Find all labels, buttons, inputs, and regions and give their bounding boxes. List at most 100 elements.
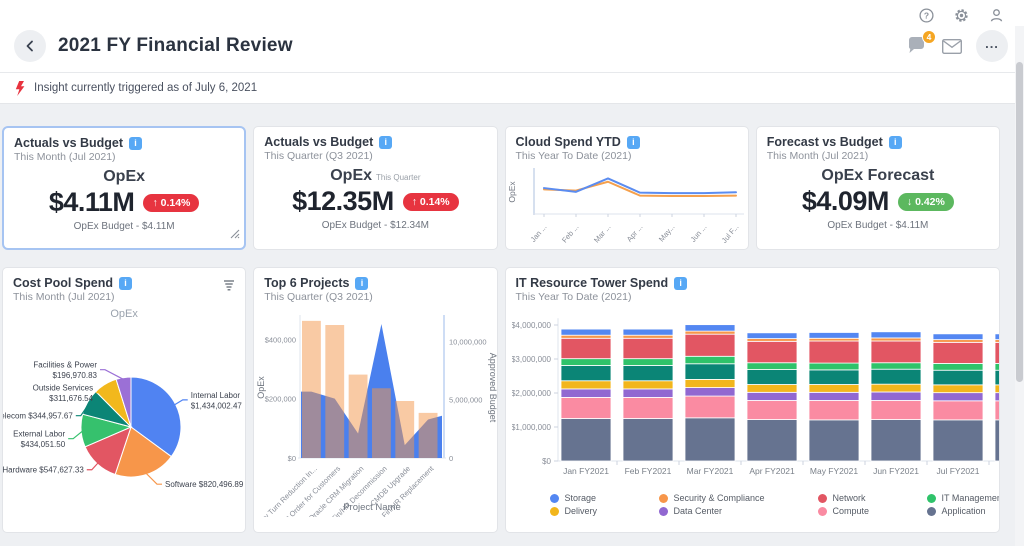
svg-text:OpEx: OpEx: [507, 181, 517, 203]
legend-color-dot: [926, 493, 936, 503]
info-icon[interactable]: i: [355, 276, 369, 290]
card-it-resource-tower-spend[interactable]: IT Resource Tower Spend i This Year To Da…: [504, 267, 1000, 533]
card-subtitle: This Year To Date (2021): [515, 291, 632, 303]
kpi-metric-label: OpEx: [330, 167, 373, 184]
scrollbar-track[interactable]: [1015, 26, 1024, 546]
svg-text:5,000,000: 5,000,000: [449, 396, 482, 405]
kpi-footer: OpEx Budget - $4.11M: [73, 221, 175, 232]
svg-text:$1,000,000: $1,000,000: [512, 423, 552, 432]
resize-handle[interactable]: [230, 226, 240, 244]
kpi-metric-label: OpEx: [103, 168, 146, 185]
card-title: Actuals vs Budget: [264, 135, 374, 149]
svg-text:Facilities & Power$196,970.83: Facilities & Power $196,970.83: [33, 361, 97, 381]
svg-text:$200,000: $200,000: [265, 395, 296, 404]
legend-label: Application: [941, 506, 986, 516]
svg-text:Feb FY2021: Feb FY2021: [624, 466, 671, 476]
card-cost-pool-spend[interactable]: Cost Pool Spend i This Month (Jul 2021) O…: [2, 267, 247, 533]
card-title: Forecast vs Budget: [766, 135, 883, 149]
insight-bolt-icon: [15, 80, 25, 96]
legend-item[interactable]: Security & Compliance: [658, 493, 814, 503]
svg-text:0: 0: [449, 454, 453, 463]
card-subtitle: This Month (Jul 2021): [14, 151, 116, 163]
card-top-6-projects[interactable]: Top 6 Projects i This Quarter (Q3 2021) $…: [253, 267, 498, 533]
card-subtitle: This Month (Jul 2021): [766, 150, 869, 162]
insight-banner: Insight currently triggered as of July 6…: [0, 72, 1024, 104]
back-button[interactable]: [14, 30, 46, 62]
legend-item[interactable]: IT Management: [926, 493, 999, 503]
legend-item[interactable]: Data Center: [658, 506, 814, 516]
card-subtitle: This Quarter (Q3 2021): [264, 150, 373, 162]
card-cloud-spend-ytd[interactable]: Cloud Spend YTD i This Year To Date (2021…: [504, 126, 749, 250]
info-icon[interactable]: i: [379, 135, 393, 149]
card-forecast-vs-budget[interactable]: Forecast vs Budget i This Month (Jul 2021…: [755, 126, 1000, 250]
svg-text:May...: May...: [656, 223, 676, 244]
mail-icon[interactable]: [942, 38, 962, 54]
svg-text:Apr ...: Apr ...: [624, 223, 644, 244]
kpi-metric-label: OpEx Forecast: [821, 167, 935, 184]
svg-text:Mar ...: Mar ...: [591, 223, 612, 245]
legend-item[interactable]: Storage: [549, 493, 655, 503]
svg-text:Feb ...: Feb ...: [559, 223, 580, 245]
more-options-button[interactable]: ...: [976, 30, 1008, 62]
legend-label: Security & Compliance: [673, 493, 765, 503]
card-title: Actuals vs Budget: [14, 136, 124, 150]
info-icon[interactable]: i: [626, 135, 640, 149]
legend-label: Storage: [564, 493, 597, 503]
settings-gear-icon[interactable]: [954, 8, 969, 23]
svg-text:External Labor$434,051.50: External Labor $434,051.50: [13, 430, 66, 450]
card-actuals-vs-budget-quarter[interactable]: Actuals vs Budget i This Quarter (Q3 2021…: [253, 126, 498, 250]
legend-item[interactable]: Compute: [817, 506, 923, 516]
svg-text:Mar FY2021: Mar FY2021: [686, 466, 733, 476]
kpi-value: $4.11M: [48, 187, 135, 217]
legend-item[interactable]: Application: [926, 506, 1000, 516]
info-icon[interactable]: i: [129, 136, 143, 150]
card-title: Top 6 Projects: [264, 276, 350, 290]
info-icon[interactable]: i: [119, 276, 132, 290]
svg-text:$2,000,000: $2,000,000: [512, 389, 552, 398]
legend-color-dot: [817, 506, 827, 516]
comments-button[interactable]: 4: [907, 29, 936, 56]
info-icon[interactable]: i: [888, 135, 902, 149]
legend-item[interactable]: Delivery: [549, 506, 655, 516]
kpi-value: $12.35M: [292, 186, 394, 216]
help-icon[interactable]: ?: [919, 7, 934, 23]
tower-stacked-bar-chart[interactable]: $0 $1,000,000 $2,000,000 $3,000,000 $4,000,0…: [506, 311, 999, 488]
cloud-spend-line-chart[interactable]: Jan ... Feb ... Mar ... Apr ... May... Jun ..…: [506, 162, 748, 249]
tower-chart-legend: Storage Security & Compliance Network IT Ma…: [549, 493, 1000, 516]
svg-text:Internal Labor$1,434,002.47: Internal Labor $1,434,002.47: [191, 391, 243, 411]
svg-text:?: ?: [924, 10, 929, 20]
scrollbar-thumb[interactable]: [1016, 62, 1023, 382]
legend-color-dot: [658, 506, 668, 516]
legend-label: Compute: [832, 506, 870, 516]
legend-color-dot: [817, 493, 827, 503]
notification-badge: 4: [922, 29, 936, 44]
top-projects-combo-chart[interactable]: $0$200,000$400,00005,000,00010,000,000In…: [254, 309, 496, 522]
kpi-metric-note: This Quarter: [376, 173, 421, 182]
svg-text:Software $820,496.89: Software $820,496.89: [165, 480, 244, 489]
legend-label: Data Center: [673, 506, 723, 516]
pie-center-label: OpEx: [110, 308, 138, 320]
dashboard-grid: Actuals vs Budget i This Month (Jul 2021)…: [0, 104, 1012, 533]
svg-text:Hardware $547,627.33: Hardware $547,627.33: [3, 466, 84, 475]
card-title: Cost Pool Spend: [13, 276, 113, 290]
svg-text:Jul F...: Jul F...: [719, 223, 740, 245]
svg-text:$0: $0: [542, 457, 551, 466]
legend-color-dot: [549, 506, 559, 516]
kpi-delta-badge: ↑ 0.14%: [402, 192, 459, 211]
info-icon[interactable]: i: [674, 276, 688, 290]
kpi-footer: OpEx Budget - $4.11M: [827, 220, 929, 231]
svg-text:$4,000,000: $4,000,000: [512, 321, 552, 330]
svg-text:Jun FY2021: Jun FY2021: [873, 466, 919, 476]
user-profile-icon[interactable]: [989, 8, 1004, 23]
card-title: Cloud Spend YTD: [515, 135, 621, 149]
kpi-footer: OpEx Budget - $12.34M: [321, 220, 430, 231]
legend-item[interactable]: Network: [817, 493, 923, 503]
card-subtitle: This Year To Date (2021): [515, 150, 632, 162]
kpi-value: $4.09M: [801, 186, 890, 216]
insight-banner-text: Insight currently triggered as of July 6…: [34, 82, 258, 94]
layers-filter-icon[interactable]: [223, 278, 235, 296]
card-actuals-vs-budget-month[interactable]: Actuals vs Budget i This Month (Jul 2021)…: [2, 126, 247, 250]
page-title: 2021 FY Financial Review: [58, 35, 293, 56]
cost-pool-pie-chart[interactable]: Internal Labor $1,434,002.47 Software $820…: [3, 320, 245, 527]
svg-text:Jan FY2021: Jan FY2021: [563, 466, 609, 476]
